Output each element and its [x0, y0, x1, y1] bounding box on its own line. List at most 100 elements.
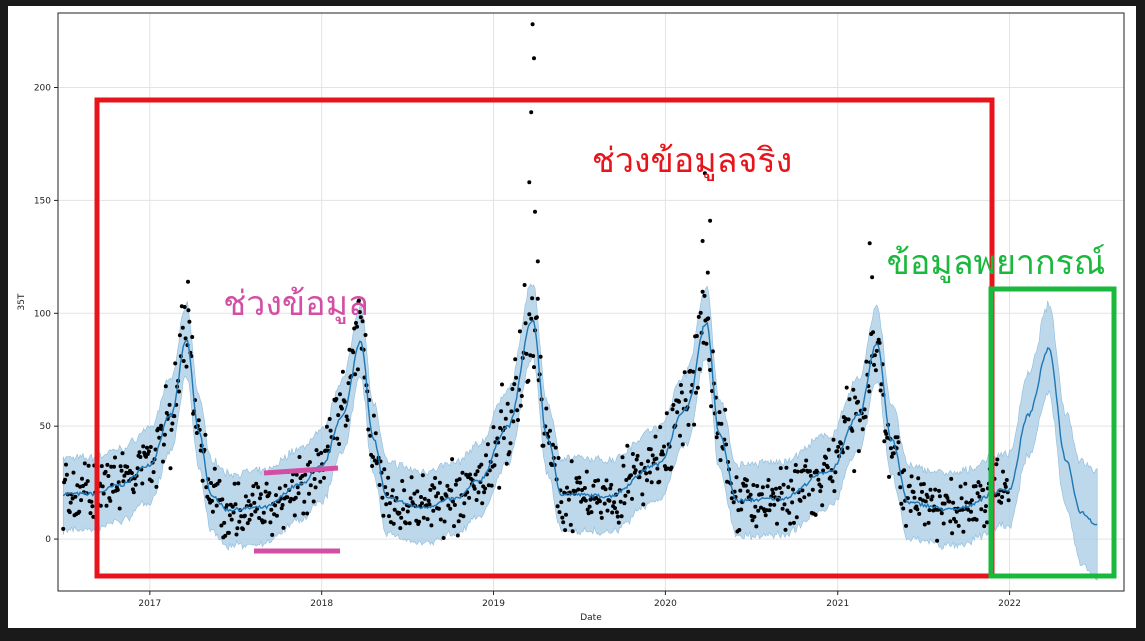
actual-point	[901, 506, 906, 511]
actual-point	[456, 519, 461, 524]
actual-point	[409, 475, 414, 480]
actual-point-peak	[702, 171, 707, 176]
actual-point	[357, 310, 362, 315]
actual-point	[907, 483, 912, 488]
actual-point	[926, 520, 931, 525]
actual-point	[878, 388, 883, 393]
actual-point	[660, 449, 665, 454]
actual-point	[381, 513, 386, 518]
actual-point	[959, 496, 964, 501]
actual-point	[194, 431, 199, 435]
actual-point	[81, 484, 85, 488]
actual-point	[782, 502, 787, 507]
actual-point	[159, 423, 164, 428]
actual-point	[146, 449, 151, 454]
actual-point	[589, 510, 594, 515]
actual-point	[486, 483, 491, 488]
actual-point	[603, 487, 608, 492]
actual-point	[339, 406, 344, 411]
actual-point	[958, 484, 963, 489]
actual-point	[387, 501, 392, 506]
actual-point	[467, 495, 472, 500]
actual-point	[953, 519, 958, 524]
actual-point	[402, 488, 407, 493]
actual-point	[646, 459, 650, 464]
actual-point	[519, 394, 524, 398]
actual-point	[100, 484, 105, 489]
actual-point	[832, 489, 837, 494]
actual-point	[580, 488, 585, 492]
actual-point	[89, 499, 94, 504]
actual-point	[798, 498, 803, 503]
actual-point	[342, 399, 347, 404]
actual-point	[911, 490, 916, 494]
actual-point	[480, 501, 485, 506]
actual-point	[530, 296, 535, 301]
actual-point	[494, 453, 499, 458]
actual-point	[319, 450, 324, 455]
x-tick-label: 2018	[310, 599, 333, 609]
actual-point	[644, 471, 649, 476]
actual-point	[415, 489, 420, 494]
actual-point	[750, 518, 755, 523]
actual-point	[905, 496, 910, 501]
actual-point	[810, 487, 815, 492]
actual-point	[877, 340, 882, 345]
uncertainty-band-layer	[62, 283, 1098, 581]
actual-point	[745, 489, 750, 494]
actual-point	[649, 480, 654, 485]
actual-point	[610, 510, 615, 515]
actual-point	[263, 489, 268, 494]
actual-point	[966, 507, 971, 512]
actual-point	[553, 445, 558, 450]
actual-point-peak	[700, 239, 705, 243]
actual-point	[635, 453, 640, 458]
actual-point	[311, 499, 316, 504]
actual-point	[453, 482, 458, 487]
actual-point	[835, 449, 840, 454]
actual-point	[168, 466, 173, 471]
actual-point	[182, 305, 187, 309]
actual-point	[836, 444, 841, 449]
actual-point	[154, 484, 159, 489]
actual-point	[550, 442, 555, 447]
actual-point	[853, 395, 858, 400]
actual-point	[945, 495, 950, 500]
actual-point	[820, 503, 825, 508]
actual-point	[526, 378, 531, 383]
actual-point	[337, 442, 342, 446]
actual-point	[229, 517, 234, 522]
actual-point	[653, 434, 658, 439]
actual-point	[738, 488, 743, 493]
actual-point	[933, 487, 938, 492]
actual-point	[428, 487, 433, 492]
actual-point	[308, 483, 313, 488]
actual-point	[501, 436, 506, 441]
actual-point	[223, 533, 228, 538]
actual-point	[268, 520, 273, 525]
actual-point	[612, 500, 617, 505]
actual-point	[252, 500, 257, 505]
actual-point	[169, 427, 174, 432]
actual-point	[141, 444, 146, 449]
actual-point	[633, 468, 638, 473]
actual-point	[489, 483, 494, 488]
actual-point	[731, 500, 736, 505]
actual-point	[144, 454, 148, 459]
actual-point	[830, 479, 835, 484]
actual-point	[245, 521, 250, 526]
actual-point	[977, 494, 982, 499]
actual-data-label: ช่วงข้อมูลจริง	[592, 141, 792, 181]
actual-point	[1000, 495, 1005, 499]
actual-point	[569, 459, 574, 464]
actual-point	[664, 411, 669, 416]
actual-point	[771, 491, 776, 496]
actual-point	[702, 293, 707, 298]
actual-point	[949, 476, 954, 481]
actual-point	[851, 387, 856, 392]
actual-point	[982, 524, 987, 529]
actual-point	[106, 474, 111, 478]
actual-point	[723, 407, 728, 412]
actual-point	[351, 350, 356, 355]
actual-point	[942, 501, 947, 506]
